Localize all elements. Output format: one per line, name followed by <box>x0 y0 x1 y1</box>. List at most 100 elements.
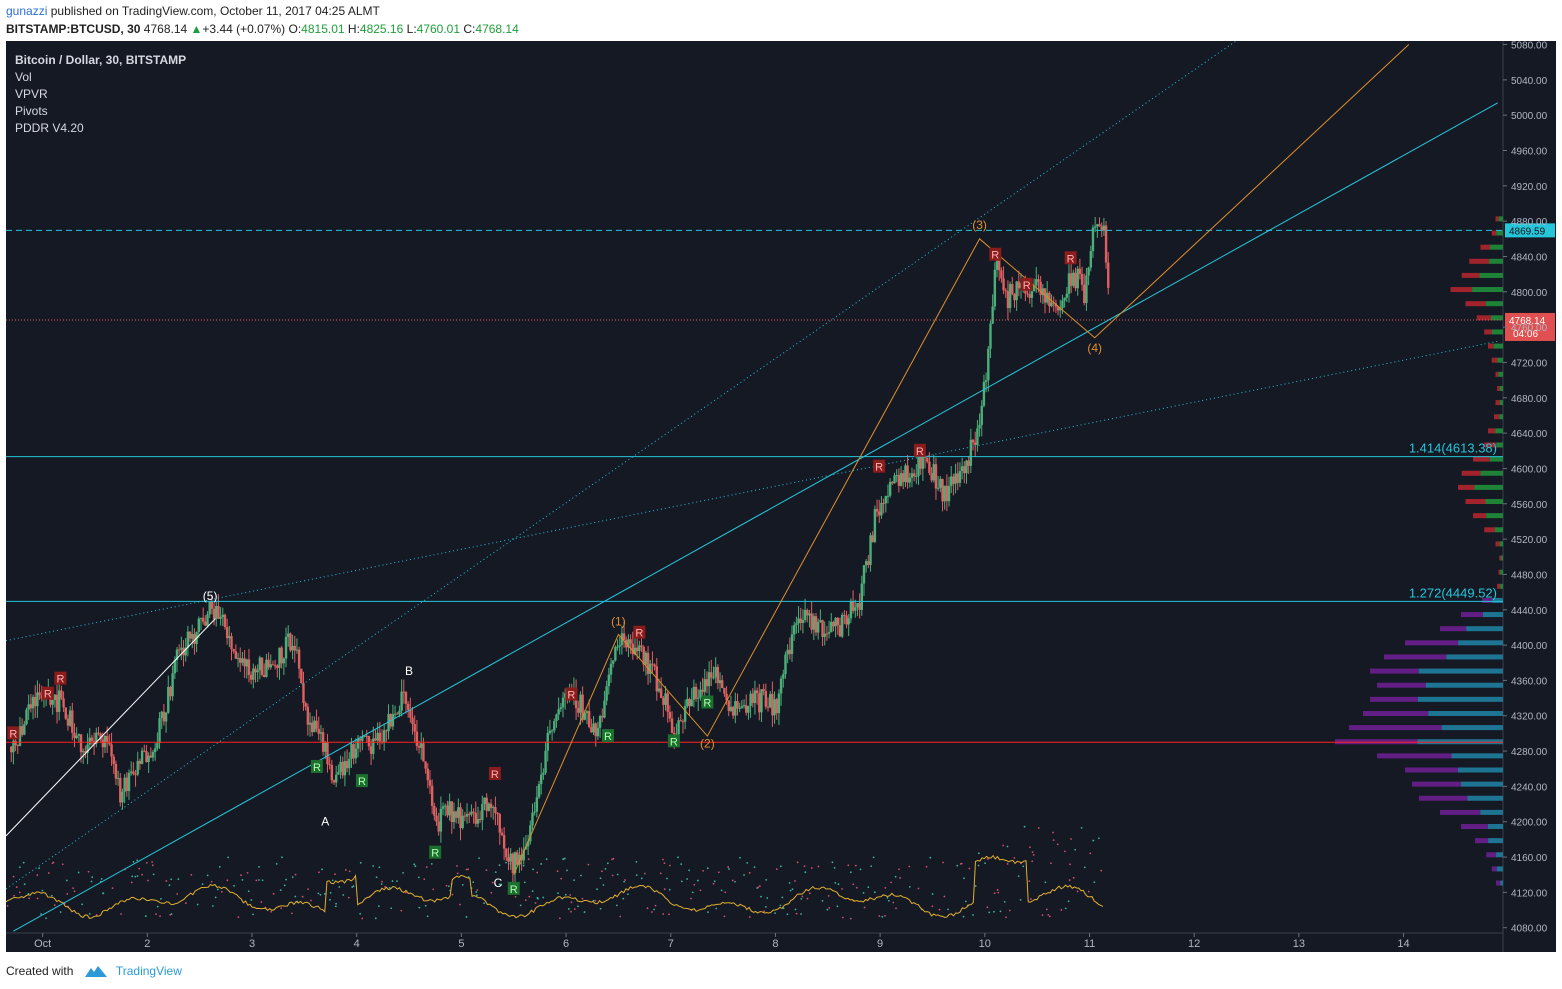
volume-profile-bar-up <box>1458 640 1503 646</box>
volume-dot <box>426 915 429 918</box>
volume-dot <box>601 870 603 873</box>
volume-dot <box>374 917 377 920</box>
candle-body <box>878 511 881 516</box>
volume-dot <box>329 898 331 901</box>
x-tick-label: 2 <box>144 938 150 950</box>
candle-body <box>58 690 61 712</box>
volume-dot <box>794 880 796 882</box>
volume-dot <box>467 876 470 878</box>
candle-body <box>681 721 685 723</box>
volume-dot <box>36 897 39 900</box>
volume-profile-bar-up <box>1501 555 1503 561</box>
x-tick-label: 4 <box>354 938 360 950</box>
volume-dot <box>147 879 149 882</box>
tradingview-link[interactable]: TradingView <box>115 964 182 978</box>
candle-body <box>662 698 665 705</box>
volume-dot <box>1093 881 1096 884</box>
candle-body <box>169 686 172 697</box>
price-tag <box>1505 223 1555 238</box>
volume-dot <box>1037 827 1040 829</box>
candle-body <box>688 698 691 707</box>
candle-body <box>832 621 835 627</box>
up-arrow-icon: ▲ <box>190 22 203 36</box>
candle-body <box>276 665 279 668</box>
volume-profile-bar-down <box>1405 640 1459 646</box>
volume-profile-bar-up <box>1480 809 1503 815</box>
low-label: L: <box>406 22 417 36</box>
candle-body <box>1056 306 1060 311</box>
candle-body <box>420 743 423 748</box>
candle-body <box>705 679 709 687</box>
candle-body <box>1063 297 1066 301</box>
candle-body <box>184 647 187 656</box>
candle-body <box>790 634 794 655</box>
volume-dot <box>318 871 320 874</box>
candle-body <box>764 691 768 707</box>
candle-body <box>125 777 129 791</box>
candle-body <box>256 670 259 673</box>
candle-body <box>180 647 183 650</box>
volume-dot <box>18 866 21 869</box>
candle-body <box>712 677 715 679</box>
volume-dot <box>459 903 461 906</box>
candle-body <box>376 732 379 741</box>
volume-profile-bar-up <box>1500 569 1503 575</box>
candle-body <box>459 807 462 829</box>
candle-body <box>583 713 587 720</box>
candle-body <box>404 692 408 704</box>
author-link[interactable]: gunazzi <box>6 4 48 18</box>
candle-body <box>640 645 643 647</box>
volume-dot <box>301 895 304 898</box>
volume-dot <box>557 892 559 895</box>
volume-dot <box>1019 898 1022 901</box>
volume-dot <box>791 888 794 891</box>
candle-body <box>511 853 515 874</box>
volume-dot <box>331 879 334 882</box>
volume-dot <box>145 861 148 864</box>
volume-dot <box>827 894 830 897</box>
y-tick-label: 5040.00 <box>1511 76 1548 87</box>
candle-body <box>55 694 59 712</box>
volume-dot <box>563 857 566 860</box>
volume-dot <box>66 892 69 895</box>
volume-dot <box>505 861 507 864</box>
candle-body <box>934 464 938 489</box>
candle-body <box>971 439 975 443</box>
candle-body <box>297 649 301 669</box>
pivot-marker <box>488 767 501 781</box>
candle-body <box>1050 302 1053 307</box>
candle-body <box>649 663 652 674</box>
pivot-label: R <box>431 848 439 860</box>
candle-body <box>313 720 316 733</box>
high-label: H: <box>347 22 360 36</box>
candle-body <box>212 608 216 619</box>
candle-body <box>134 774 137 776</box>
volume-dot <box>258 865 260 868</box>
volume-dot <box>447 885 450 888</box>
volume-dot <box>627 893 629 896</box>
volume-profile-bar-down <box>1496 880 1501 886</box>
candle-body <box>653 664 656 667</box>
candle-body <box>36 692 39 707</box>
candle-body <box>605 686 608 701</box>
volume-dot <box>663 862 666 865</box>
volume-profile-bar-up <box>1499 414 1503 420</box>
candle-body <box>718 680 722 684</box>
candle-body <box>897 475 901 486</box>
volume-dot <box>1030 898 1032 900</box>
volume-dot <box>342 894 345 896</box>
candle-body <box>998 259 1001 271</box>
candle-body <box>234 651 238 659</box>
volume-dot <box>594 900 597 902</box>
candle-body <box>664 693 667 705</box>
candle-body <box>186 631 190 648</box>
volume-dot <box>528 895 531 898</box>
volume-dot <box>134 875 137 878</box>
candle-body <box>963 466 966 474</box>
volume-dot <box>88 913 91 915</box>
candle-body <box>472 811 475 813</box>
candle-body <box>160 711 163 719</box>
candle-body <box>884 495 887 504</box>
volume-dot <box>774 912 777 915</box>
